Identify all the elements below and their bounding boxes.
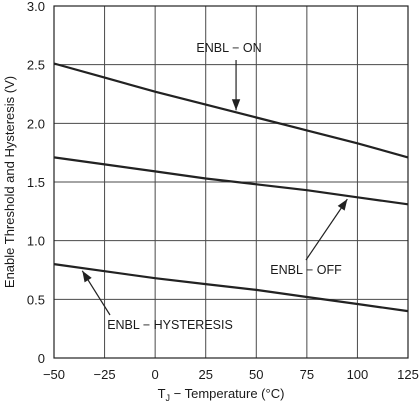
series-line-enbl-off: [53, 156, 409, 206]
y-tick-label: 1.5: [27, 175, 45, 190]
annotation-label-enbl-off: ENBL − OFF: [270, 263, 342, 277]
y-tick-label: 1.0: [27, 234, 45, 249]
annotation-label-enbl-hysteresis: ENBL − HYSTERESIS: [107, 318, 233, 332]
annotation-arrow-enbl-on-head: [231, 99, 241, 111]
x-tick-label: 50: [249, 367, 263, 382]
x-tick-label: 25: [198, 367, 212, 382]
annotation-layer: ENBL − ON ENBL − OFF ENBL − HYSTERESIS: [81, 41, 348, 332]
plot-frame: [53, 5, 409, 359]
x-tick-label: 125: [397, 367, 419, 382]
annotation-arrow-enbl-hysteresis-head: [82, 270, 92, 283]
x-tick-label: −50: [43, 367, 65, 382]
x-tick-label: 75: [300, 367, 314, 382]
y-axis-title: Enable Threshold and Hysteresis (V): [2, 76, 17, 288]
series-line-enbl-on: [53, 62, 409, 159]
series-line-enbl-hysteresis: [53, 263, 409, 313]
y-tick-label: 0: [38, 351, 45, 366]
annotation-arrow-enbl-off-head: [337, 199, 348, 211]
y-tick-label: 0.5: [27, 292, 45, 307]
x-tick-label: 100: [347, 367, 369, 382]
tick-label-layer: −50 −25 0 25 50 75 100 125 0 0.5 1.0 1.5 2.0 2.5 3.0: [27, 0, 419, 382]
annotation-arrow-enbl-off-shaft: [305, 198, 348, 261]
x-tick-label: 0: [152, 367, 159, 382]
annotation-label-enbl-on: ENBL − ON: [196, 41, 261, 55]
y-tick-label: 2.5: [27, 58, 45, 73]
y-tick-label: 3.0: [27, 0, 45, 14]
x-tick-label: −25: [94, 367, 116, 382]
y-tick-label: 2.0: [27, 116, 45, 131]
x-axis-title: TJ − Temperature (°C): [158, 386, 285, 403]
series-layer: [53, 62, 409, 313]
